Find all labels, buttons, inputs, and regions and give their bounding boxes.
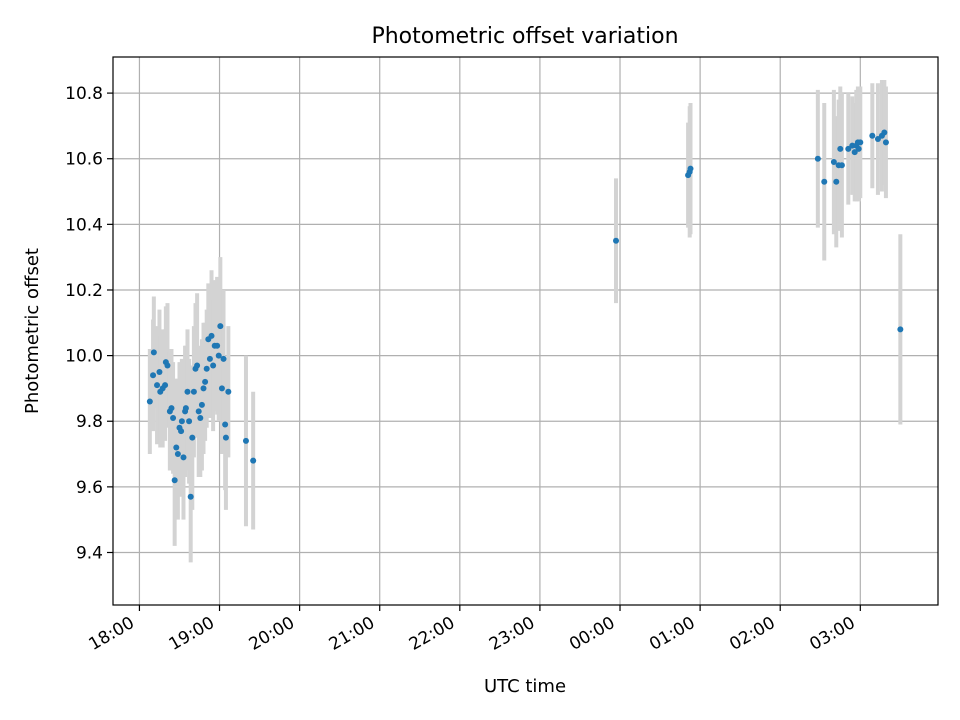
chart-title: Photometric offset variation — [371, 24, 678, 49]
data-point — [206, 355, 213, 362]
data-point — [220, 355, 227, 362]
data-point — [837, 145, 844, 152]
data-point — [838, 162, 845, 169]
data-point — [190, 388, 197, 395]
y-tick-label: 9.8 — [76, 412, 103, 432]
data-point — [168, 405, 175, 412]
data-point — [178, 428, 185, 435]
data-point — [222, 434, 229, 441]
y-tick-label: 10.0 — [65, 347, 103, 367]
plot-area-frame — [112, 56, 939, 606]
data-point — [821, 178, 828, 185]
data-point — [833, 178, 840, 185]
y-tick-label: 9.4 — [76, 543, 103, 563]
data-point — [222, 421, 229, 428]
data-point — [857, 139, 864, 146]
data-point — [194, 362, 201, 369]
data-point — [178, 418, 185, 425]
data-point — [613, 237, 620, 244]
data-point — [210, 362, 217, 369]
data-point — [218, 385, 225, 392]
y-axis: 9.4 9.6 9.8 10.0 10.2 10.4 10.6 10.8 — [65, 84, 113, 563]
data-point — [225, 388, 232, 395]
data-point — [184, 388, 191, 395]
data-point — [200, 385, 207, 392]
data-point — [187, 493, 194, 500]
data-point — [855, 145, 862, 152]
y-tick-label: 10.8 — [65, 84, 103, 104]
data-point — [208, 332, 215, 339]
data-point — [897, 326, 904, 333]
data-point — [186, 418, 193, 425]
data-point — [170, 414, 177, 421]
data-point — [874, 136, 881, 143]
data-point — [173, 444, 180, 451]
data-point — [687, 165, 694, 172]
data-point — [182, 405, 189, 412]
data-point — [214, 342, 221, 349]
y-tick-label: 10.4 — [65, 215, 103, 235]
data-point — [203, 365, 210, 372]
data-point — [171, 477, 178, 484]
data-point — [154, 382, 161, 389]
data-point — [195, 408, 202, 415]
data-point — [217, 323, 224, 330]
grid — [113, 57, 938, 605]
data-point — [851, 149, 858, 156]
data-point — [845, 145, 852, 152]
y-axis-label: Photometric offset — [22, 248, 43, 414]
data-point — [150, 372, 157, 379]
data-point — [146, 398, 153, 405]
data-point — [156, 369, 163, 376]
data-point — [814, 155, 821, 162]
data-point — [174, 451, 181, 458]
markers — [146, 129, 904, 500]
data-point — [869, 132, 876, 139]
y-tick-label: 10.6 — [65, 150, 103, 170]
data-point — [882, 139, 889, 146]
y-tick-label: 9.6 — [76, 478, 103, 498]
data-point — [215, 352, 222, 359]
x-axis-label: UTC time — [484, 676, 566, 697]
data-point — [197, 414, 204, 421]
data-point — [881, 129, 888, 136]
data-point — [162, 382, 169, 389]
data-point — [242, 437, 249, 444]
data-point — [202, 378, 209, 385]
data-point — [830, 159, 837, 166]
data-point — [250, 457, 257, 464]
data-point — [164, 362, 171, 369]
data-point — [189, 434, 196, 441]
data-point — [180, 454, 187, 461]
data-point — [198, 401, 205, 408]
y-tick-label: 10.2 — [65, 281, 103, 301]
data-point — [150, 349, 157, 356]
